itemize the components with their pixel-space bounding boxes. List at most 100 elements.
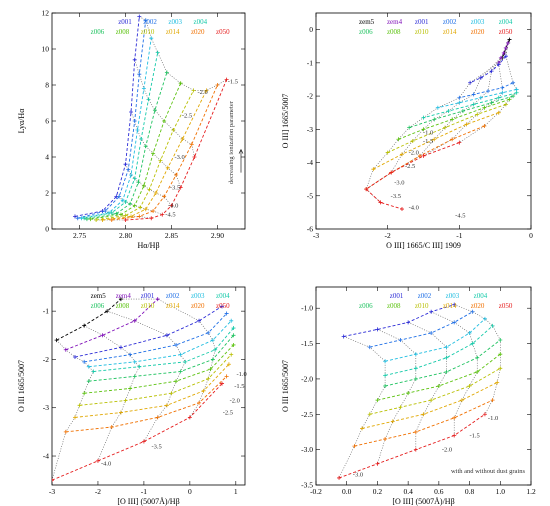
data-point (500, 85, 505, 90)
data-point (383, 384, 388, 388)
isoparameter-line (431, 311, 478, 436)
point-label: -1.0 (237, 371, 247, 378)
data-point (192, 155, 197, 159)
series-line-z004 (84, 52, 159, 219)
data-point (475, 369, 480, 374)
data-point (183, 359, 188, 364)
data-point (396, 137, 401, 142)
data-point (413, 376, 418, 381)
data-point (160, 212, 165, 217)
data-point (146, 97, 151, 102)
data-point (197, 318, 202, 323)
data-point (406, 391, 411, 396)
x-tick-label: 2.90 (211, 231, 224, 240)
data-point (490, 323, 495, 328)
legend-entry-z001: z001 (118, 18, 132, 26)
series-line-z050 (125, 79, 228, 221)
data-point (178, 185, 183, 190)
data-point (444, 355, 449, 360)
data-point (132, 318, 137, 323)
data-point (503, 54, 508, 59)
data-point (206, 330, 211, 335)
series-line-z004 (385, 325, 493, 376)
data-point (120, 198, 125, 203)
y-tick-label: -5 (307, 191, 313, 200)
data-point (164, 333, 169, 338)
data-point (100, 218, 105, 222)
data-point (229, 352, 234, 357)
data-point (429, 330, 434, 335)
data-point (147, 187, 152, 192)
data-point (132, 203, 137, 208)
data-point (128, 201, 133, 206)
data-point (143, 207, 148, 212)
point-label: -2.0 (409, 150, 419, 157)
data-point (364, 187, 369, 192)
data-point (506, 40, 511, 45)
point-label: -1.5 (470, 433, 480, 440)
series-line-z020 (111, 84, 218, 221)
data-point (341, 334, 346, 339)
data-point (123, 162, 128, 167)
data-point (105, 309, 110, 314)
data-point (475, 112, 480, 117)
data-point (407, 125, 412, 130)
x-tick-label: -2 (95, 487, 101, 496)
series-line-z004 (93, 327, 234, 372)
data-point (155, 297, 160, 302)
y-tick-label: 12 (42, 9, 50, 18)
x-tick-label: -0.2 (310, 487, 322, 496)
legend-entry-z010: z010 (141, 28, 155, 36)
isoparameter-line (102, 210, 152, 219)
legend-entry-z020: z020 (471, 28, 485, 36)
isoparameter-line (377, 329, 417, 464)
data-point (375, 398, 380, 403)
data-point (158, 158, 163, 163)
series-line-z010 (369, 367, 501, 415)
point-label: -2.0 (442, 447, 452, 454)
point-label: -4.5 (165, 212, 175, 219)
y-tick-label: -2.0 (301, 374, 313, 383)
point-label: -3.5 (170, 185, 180, 192)
y-tick-label: -1.5 (301, 339, 313, 348)
data-point (460, 109, 465, 114)
y-tick-label: -3 (43, 403, 49, 412)
y-axis-title: O III] 1665/5007 (281, 94, 290, 149)
data-point (464, 122, 469, 127)
legend-entry-z010: z010 (141, 302, 155, 310)
data-point (444, 345, 449, 350)
legend-entry-z050: z050 (499, 28, 513, 36)
legend-entry-zem5: zem5 (91, 292, 107, 300)
data-point (129, 173, 134, 177)
data-point (475, 355, 480, 360)
legend-entry-z003: z003 (446, 292, 460, 300)
data-point (444, 369, 449, 374)
y-tick-label: -3.0 (301, 445, 313, 454)
data-point (389, 170, 394, 175)
point-label: -1.5 (423, 138, 433, 145)
series-line-z050 (365, 142, 460, 210)
data-point (452, 302, 457, 307)
data-point (511, 94, 516, 99)
x-axis-title: O III] 1665/C III] 1909 (386, 241, 461, 250)
point-label: -1.0 (488, 415, 498, 422)
annotation-text: with and without dust grains (451, 468, 525, 475)
data-point (383, 437, 388, 442)
data-point (498, 338, 503, 343)
data-point (478, 75, 483, 80)
data-point (132, 359, 137, 364)
data-point (201, 388, 206, 393)
data-point (137, 364, 142, 369)
legend-entry-z020: z020 (471, 302, 485, 310)
legend-entry-z050: z050 (216, 302, 230, 310)
isoparameter-line (52, 339, 94, 481)
data-point (496, 110, 501, 115)
annotation-text: decreasing ionization parameter (228, 100, 235, 184)
isoparameter-line (125, 164, 172, 206)
series-line-z001 (74, 16, 140, 217)
data-point (452, 433, 457, 438)
x-tick-label: 1.0 (496, 487, 506, 496)
data-point (117, 194, 122, 199)
data-point (224, 311, 229, 316)
legend-entry-z001: z001 (390, 292, 404, 300)
